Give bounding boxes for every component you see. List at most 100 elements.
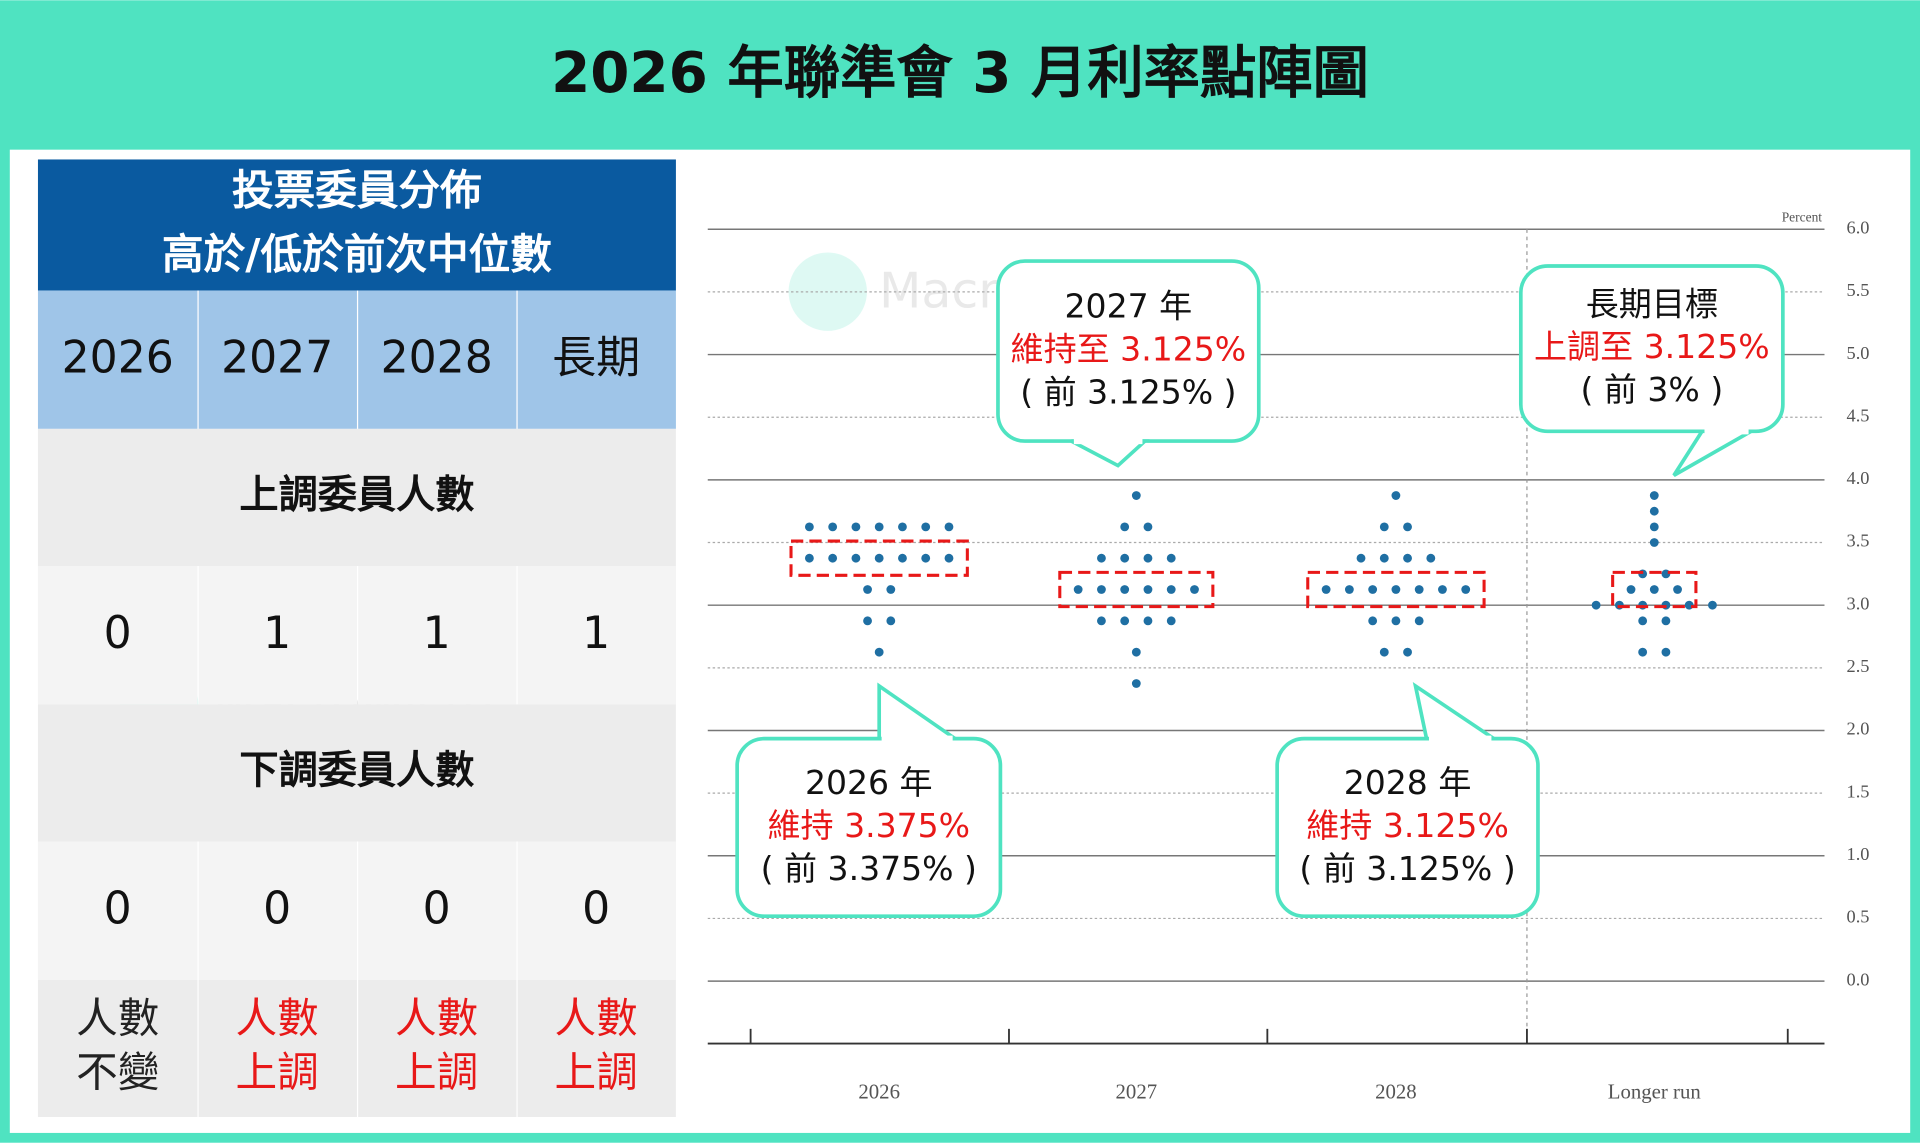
dot (1368, 585, 1378, 594)
x-tick-label: Longer run (1608, 1080, 1702, 1104)
dot (1391, 616, 1401, 626)
dot (1143, 616, 1153, 626)
dot (1166, 585, 1176, 594)
dot (1190, 585, 1199, 594)
dot (1120, 522, 1130, 532)
dot (1649, 585, 1659, 594)
table-cell (517, 565, 676, 705)
dot (1097, 585, 1106, 594)
y-tick-label: 1.0 (1847, 844, 1870, 864)
dot (863, 616, 872, 626)
table-title: 高於/低於前次中位數 (162, 229, 552, 278)
table-footer: 人數 (236, 993, 319, 1042)
median-box (1306, 570, 1486, 609)
callout-text: 2028 年 (1344, 763, 1472, 802)
table-cell (358, 841, 517, 980)
callout-text: 維持 3.375% (767, 806, 970, 845)
table-cell (517, 290, 676, 429)
callout-text: ( 前 3% ) (1580, 370, 1723, 409)
dot (1368, 616, 1378, 626)
callout (735, 736, 1003, 919)
dot (1661, 616, 1671, 626)
dot (804, 522, 814, 532)
callout-text: 維持至 3.125% (1011, 330, 1247, 369)
table-cell (37, 841, 198, 980)
dot (921, 553, 931, 563)
dot (1344, 585, 1354, 594)
y-tick-label: 3.0 (1847, 593, 1870, 613)
dot (1143, 553, 1153, 563)
dot (1438, 585, 1447, 594)
dot (898, 553, 907, 563)
table-cell (198, 841, 357, 980)
dot (874, 522, 884, 532)
dot (1131, 679, 1141, 688)
table-cell (37, 704, 676, 842)
dot (1166, 553, 1176, 563)
dot (1097, 616, 1106, 626)
table-cell (198, 565, 357, 705)
y-tick-label: 2.0 (1847, 719, 1870, 739)
dot (1143, 522, 1153, 532)
dot (1649, 522, 1659, 532)
dot (1356, 553, 1366, 563)
x-tick-label: 2028 (1375, 1080, 1417, 1104)
dot (1403, 522, 1412, 532)
table-value: 1 (263, 608, 291, 659)
dot (1673, 585, 1682, 594)
callout-text: ( 前 3.125% ) (1299, 849, 1515, 888)
y-axis-title: Percent (1782, 209, 1823, 224)
y-tick-label: 4.5 (1847, 405, 1870, 425)
dot (1426, 553, 1436, 563)
table-cell (198, 290, 357, 429)
dot (1661, 647, 1671, 657)
dot (1649, 538, 1659, 547)
dot (944, 522, 954, 532)
table-cell (358, 979, 517, 1118)
dot (898, 522, 907, 532)
median-box (1611, 570, 1698, 609)
dot (1414, 616, 1424, 626)
dot (1391, 491, 1401, 500)
table-cell (517, 841, 676, 980)
y-tick-label: 4.0 (1847, 468, 1870, 488)
dot (874, 553, 884, 563)
dot (1143, 585, 1153, 594)
dot (1414, 585, 1424, 594)
table-footer: 上調 (555, 1047, 638, 1096)
dot (828, 522, 838, 532)
table-title: 投票委員分佈 (232, 166, 482, 215)
callout-text: 維持 3.125% (1306, 806, 1509, 845)
dot (886, 616, 896, 626)
callout-text: 2026 年 (805, 763, 933, 802)
dot (1649, 506, 1659, 516)
table-cell (37, 565, 198, 705)
dot (851, 522, 861, 532)
table-value: 0 (104, 608, 132, 659)
dot (1073, 585, 1083, 594)
table-header: 2026 (62, 332, 174, 383)
section-label: 上調委員人數 (239, 473, 474, 518)
median-box (1058, 570, 1215, 609)
table-value: 0 (582, 883, 610, 934)
table-header: 2028 (381, 332, 493, 383)
table-footer: 人數 (395, 993, 478, 1042)
y-tick-label: 6.0 (1847, 217, 1870, 237)
dot (1379, 522, 1389, 532)
table-value: 1 (582, 608, 610, 659)
dot (1131, 647, 1141, 657)
table-cell (37, 290, 198, 429)
table-cell (37, 979, 198, 1118)
table-footer: 人數 (76, 993, 159, 1042)
table-footer: 上調 (395, 1047, 478, 1096)
dot (804, 553, 814, 563)
dot (1379, 647, 1389, 657)
dot (1591, 600, 1601, 610)
table-header: 長期 (552, 332, 640, 383)
dot (886, 585, 896, 594)
y-tick-label: 0.5 (1847, 907, 1870, 927)
callout-text: 2027 年 (1065, 287, 1193, 326)
dot (1638, 647, 1648, 657)
table-cell (358, 290, 517, 429)
